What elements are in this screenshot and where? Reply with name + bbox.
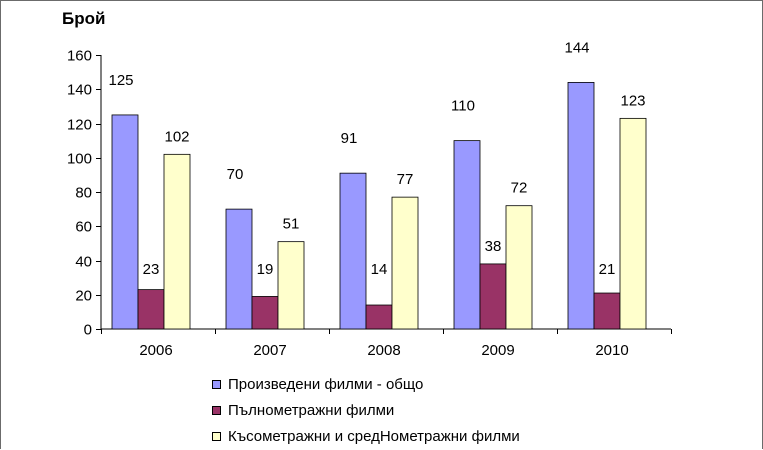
bar — [479, 263, 507, 330]
data-label: 91 — [341, 130, 358, 147]
y-tick-label: 80 — [75, 185, 92, 202]
data-label: 123 — [620, 92, 645, 109]
legend-swatch-short — [212, 431, 221, 441]
y-axis-title: Брой — [62, 9, 106, 28]
x-tick-label: 2006 — [139, 342, 172, 359]
x-tick-label: 2007 — [253, 342, 286, 359]
legend-label-total: Произведени филми - общо — [228, 375, 424, 393]
bar — [163, 153, 191, 330]
bar — [391, 196, 419, 330]
data-label: 38 — [485, 238, 502, 255]
data-label: 125 — [108, 72, 133, 89]
data-label: 14 — [371, 261, 388, 278]
data-label: 21 — [599, 261, 616, 278]
bar — [593, 292, 621, 330]
x-tick-label: 2008 — [367, 342, 400, 359]
data-label: 110 — [451, 98, 475, 115]
data-label: 23 — [143, 261, 160, 278]
legend-item-short: Късометражни и средНометражни филми — [212, 423, 520, 449]
data-label: 19 — [257, 261, 274, 278]
legend-label-short: Късометражни и средНометражни филми — [228, 427, 520, 445]
bar — [567, 82, 595, 330]
y-tick-label: 120 — [67, 117, 92, 134]
data-label: 144 — [564, 39, 589, 56]
data-label: 77 — [397, 171, 414, 188]
legend-swatch-feature — [212, 405, 221, 415]
y-tick-label: 160 — [67, 48, 92, 65]
bar — [505, 205, 533, 330]
bar — [339, 172, 367, 330]
bar — [453, 140, 481, 330]
legend-label-feature: Пълнометражни филми — [228, 401, 395, 419]
legend-item-feature: Пълнометражни филми — [212, 397, 520, 423]
bar — [619, 117, 647, 330]
bar — [225, 208, 253, 330]
legend-item-total: Произведени филми - общо — [212, 371, 520, 397]
y-tick-label: 140 — [67, 82, 92, 99]
y-tick-label: 0 — [84, 322, 92, 339]
bar — [137, 289, 165, 330]
x-tick-label: 2009 — [481, 342, 514, 359]
bar — [365, 304, 393, 330]
data-label: 70 — [227, 166, 244, 183]
bar — [277, 241, 305, 330]
bar — [111, 114, 139, 330]
y-tick-label: 100 — [67, 151, 92, 168]
y-tick-label: 20 — [75, 288, 92, 305]
x-tick-label: 2010 — [595, 342, 628, 359]
data-label: 102 — [164, 128, 189, 145]
data-label: 51 — [283, 216, 300, 233]
y-tick-label: 60 — [75, 219, 92, 236]
bar — [251, 296, 279, 330]
data-label: 72 — [511, 180, 528, 197]
legend-swatch-total — [212, 379, 221, 389]
y-tick-label: 40 — [75, 254, 92, 271]
legend: Произведени филми - общо Пълнометражни ф… — [212, 371, 520, 449]
